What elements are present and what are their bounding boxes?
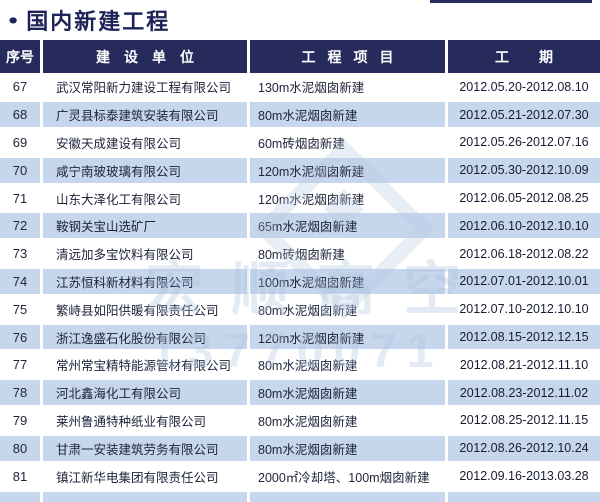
cell-no: 71 — [12, 190, 28, 206]
cell-company: 常州常宝精特能源管材有限公司 — [56, 359, 232, 374]
table-row: 78 河北鑫海化工有限公司 80m水泥烟囱新建 2012.08.23-2012.11.… — [0, 379, 600, 407]
table-header-row: 序号 建设单位 工程项目 工期 — [0, 40, 600, 73]
top-border-strip — [430, 0, 592, 3]
cell-period: 2012.06.18-2012.08.22 — [459, 246, 589, 261]
cell-company: 镇江新华电集团有限责任公司 — [56, 470, 219, 485]
cell-project: 60m砖烟囱新建 — [258, 136, 345, 151]
cell-company: 鞍钢关宝山选矿厂 — [43, 213, 247, 239]
table-row: 76 浙江逸盛石化股份有限公司 120m水泥烟囱新建 2012.08.15-2012.… — [0, 323, 600, 351]
table-row: 70 咸宁南玻玻璃有限公司 120m水泥烟囱新建 2012.05.30-2012.10… — [0, 156, 600, 184]
table-row: 79 莱州鲁通特种纸业有限公司 80m水泥烟囱新建 2012.08.25-2012.1… — [0, 407, 600, 435]
cell-no: 72 — [0, 213, 40, 239]
cell-period: 2012.08.26-2012.10.24 — [448, 435, 600, 461]
cell-company: 浙江逸盛石化股份有限公司 — [43, 324, 247, 350]
cell-no: 67 — [12, 79, 28, 95]
table-row: 67 武汉常阳新力建设工程有限公司 130m水泥烟囱新建 2012.05.20-201… — [0, 73, 600, 101]
cell-period: 2012.07.01-2012.10.01 — [448, 269, 600, 294]
cell-no: 74 — [0, 269, 40, 294]
cell-period: 2012.08.15-2012.12.15 — [448, 324, 600, 350]
bullet-icon: ● — [8, 11, 19, 28]
cell-no: 73 — [12, 246, 28, 262]
table-row: 74 江苏恒科新材料有限公司 100m水泥烟囱新建 2012.07.01-2012.1… — [0, 268, 600, 296]
table-row: 69 安徽天成建设有限公司 60m砖烟囱新建 2012.05.26-2012.07.1… — [0, 129, 600, 157]
cell-no: 80 — [0, 435, 40, 461]
cell-no: 75 — [12, 301, 28, 317]
cell-no: 70 — [0, 157, 40, 183]
cell-company: 武汉常阳新力建设工程有限公司 — [56, 81, 232, 96]
cell-project: 130m水泥烟囱新建 — [258, 81, 365, 96]
cell-project: 80m水泥烟囱新建 — [250, 435, 445, 461]
cell-project: 65m水泥烟囱新建 — [250, 213, 445, 239]
cell-project: 120m水泥烟囱新建 — [258, 192, 365, 207]
column-header-period: 工期 — [448, 40, 600, 73]
cell-company: 甘肃一安装建筑劳务有限公司 — [43, 435, 247, 461]
cell-company: 江苏恒科新材料有限公司 — [43, 269, 247, 294]
cell-project: 120m水泥烟囱新建 — [250, 324, 445, 350]
cell-no: 76 — [0, 324, 40, 350]
cell-project: 80m砖烟囱新建 — [258, 248, 345, 263]
table-row: 75 繁峙县如阳供暖有限责任公司 80m水泥烟囱新建 2012.07.10-2012.… — [0, 295, 600, 323]
column-header-project: 工程项目 — [250, 40, 445, 73]
cell-company: 咸宁南玻玻璃有限公司 — [43, 157, 247, 183]
column-header-company: 建设单位 — [43, 40, 247, 73]
column-header-no: 序号 — [0, 40, 40, 73]
cell-period: 2012.08.23-2012.11.02 — [448, 380, 600, 406]
cell-no: 68 — [0, 102, 40, 128]
cell-no: 79 — [12, 412, 28, 428]
cell-no: 77 — [12, 357, 28, 373]
page-title-bar: ● 国内新建工程 — [0, 0, 600, 40]
table-row: 72 鞍钢关宝山选矿厂 65m水泥烟囱新建 2012.06.10-2012.10.10 — [0, 212, 600, 240]
cell-no: 69 — [12, 134, 28, 150]
cell-period: 2012.05.30-2012.10.09 — [448, 157, 600, 183]
cell-company: 广灵县标泰建筑安装有限公司 — [43, 102, 247, 128]
cell-company: 河北鑫海化工有限公司 — [43, 380, 247, 406]
cell-company: 繁峙县如阳供暖有限责任公司 — [56, 303, 219, 318]
page-title: 国内新建工程 — [26, 9, 171, 34]
cell-project: 80m水泥烟囱新建 — [258, 303, 358, 318]
cell-period: 2012.07.10-2012.10.10 — [459, 302, 589, 317]
cell-project: 2000㎡冷却塔、100m烟囱新建 — [258, 470, 430, 485]
cell-company: 山东大泽化工有限公司 — [56, 192, 182, 207]
cell-period: 2012.06.10-2012.10.10 — [448, 213, 600, 239]
cell-project: 80m水泥烟囱新建 — [258, 414, 358, 429]
table-row: 77 常州常宝精特能源管材有限公司 80m水泥烟囱新建 2012.08.21-2012… — [0, 351, 600, 379]
table-row: 73 清远加多宝饮料有限公司 80m砖烟囱新建 2012.06.18-2012.08.… — [0, 240, 600, 268]
cell-period: 2012.05.20-2012.08.10 — [459, 79, 589, 94]
cell-project: 80m水泥烟囱新建 — [250, 380, 445, 406]
cell-period: 2012.08.21-2012.11.10 — [459, 357, 589, 372]
cell-project: 80m水泥烟囱新建 — [258, 359, 358, 374]
cell-period: 2012.08.25-2012.11.15 — [459, 413, 589, 428]
partial-next-row — [0, 490, 600, 502]
table-row: 71 山东大泽化工有限公司 120m水泥烟囱新建 2012.06.05-2012.08… — [0, 184, 600, 212]
cell-no: 78 — [0, 380, 40, 406]
table-row: 81 镇江新华电集团有限责任公司 2000㎡冷却塔、100m烟囱新建 2012.09.… — [0, 462, 600, 490]
cell-period: 2012.06.05-2012.08.25 — [459, 191, 589, 206]
cell-project: 80m水泥烟囱新建 — [250, 102, 445, 128]
table-row: 80 甘肃一安装建筑劳务有限公司 80m水泥烟囱新建 2012.08.26-2012.… — [0, 434, 600, 462]
cell-company: 清远加多宝饮料有限公司 — [56, 248, 194, 263]
table-body: 67 武汉常阳新力建设工程有限公司 130m水泥烟囱新建 2012.05.20-201… — [0, 73, 600, 490]
cell-company: 莱州鲁通特种纸业有限公司 — [56, 414, 207, 429]
cell-company: 安徽天成建设有限公司 — [56, 136, 182, 151]
cell-period: 2012.05.26-2012.07.16 — [459, 135, 589, 150]
cell-project: 120m水泥烟囱新建 — [250, 157, 445, 183]
cell-project: 100m水泥烟囱新建 — [250, 269, 445, 294]
cell-period: 2012.09.16-2013.03.28 — [459, 469, 589, 484]
cell-no: 81 — [12, 468, 28, 484]
cell-period: 2012.05.21-2012.07.30 — [448, 102, 600, 128]
table-row: 68 广灵县标泰建筑安装有限公司 80m水泥烟囱新建 2012.05.21-2012.… — [0, 101, 600, 129]
